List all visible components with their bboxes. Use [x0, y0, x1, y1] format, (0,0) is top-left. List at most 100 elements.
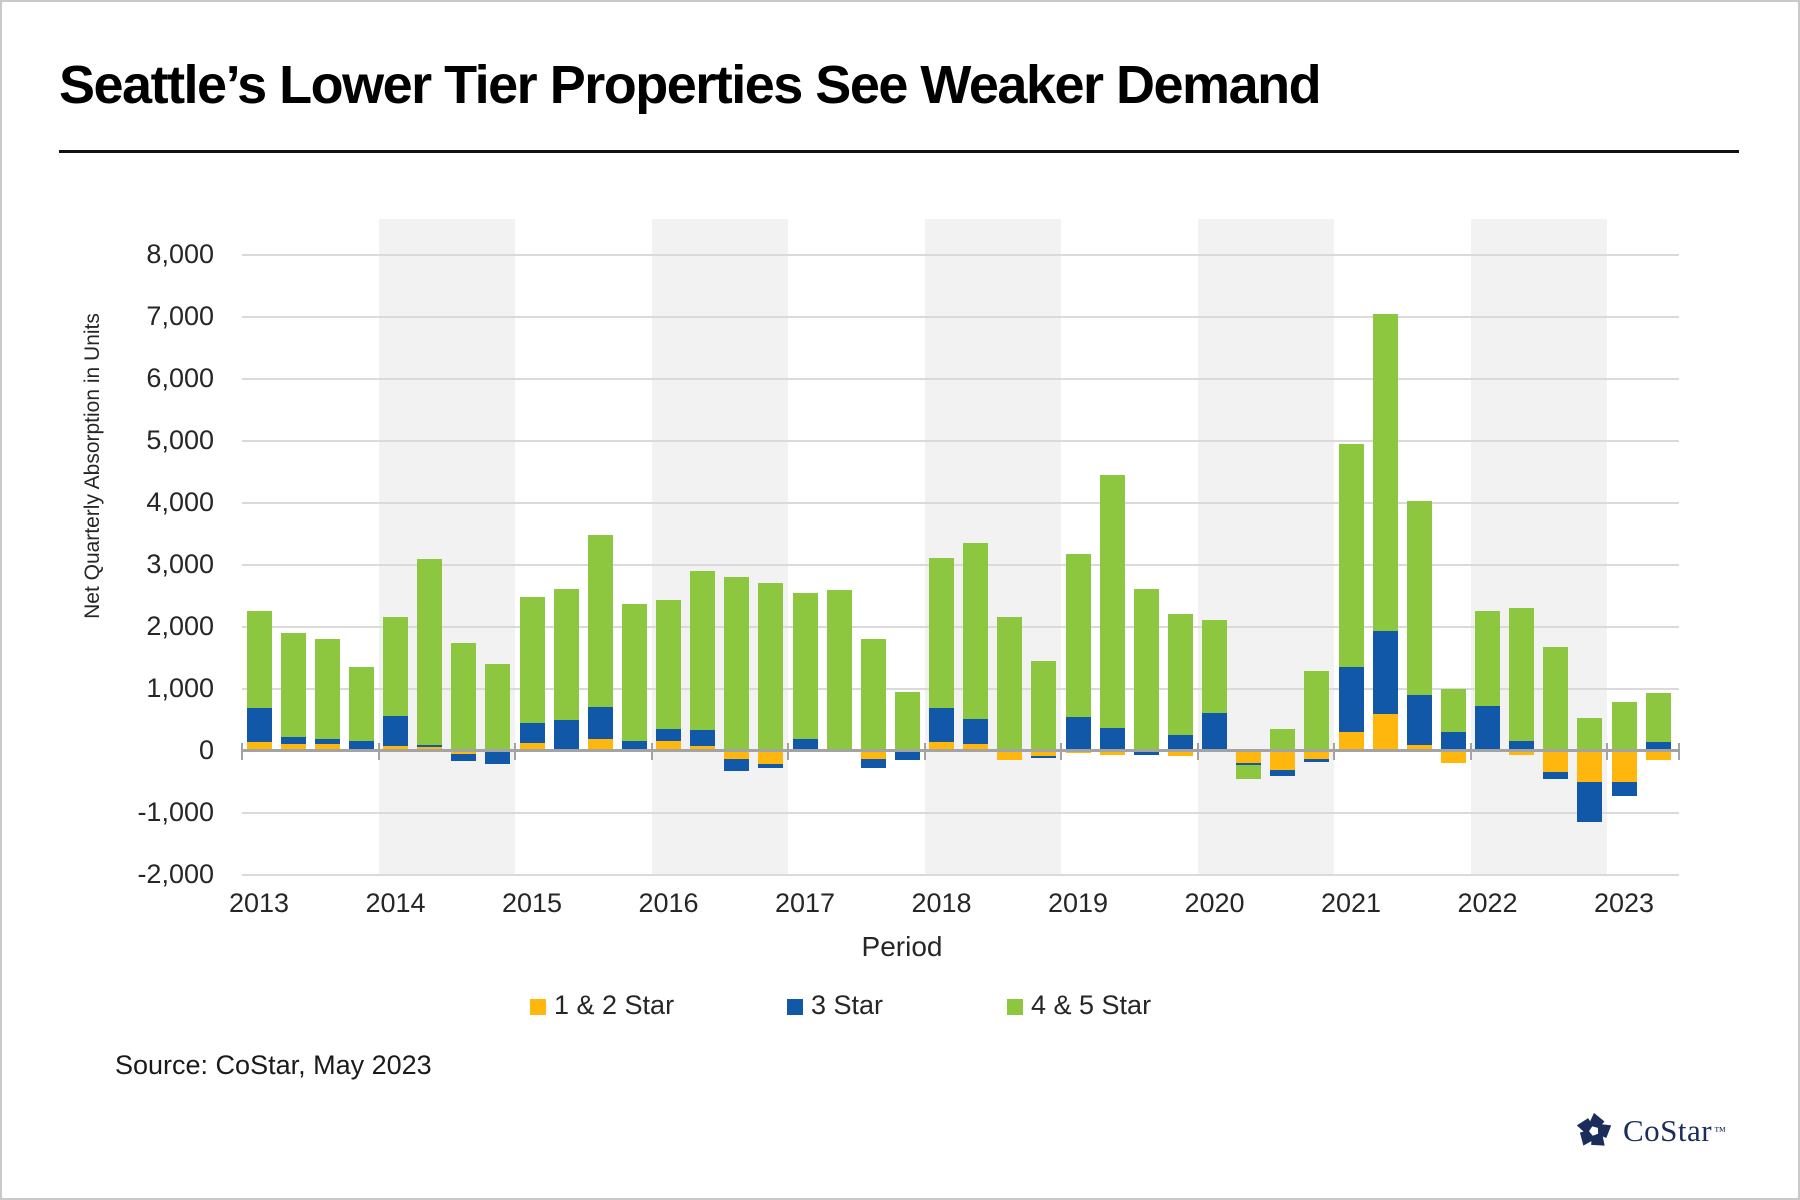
gridline-2000 — [242, 625, 1679, 628]
bar-2023-Q2-4and5Star — [1645, 693, 1671, 743]
bar-2014-Q2-4and5Star — [417, 558, 443, 745]
bar-2022-Q4-4and5Star — [1577, 717, 1603, 751]
x-tick-label-2020: 2020 — [1184, 888, 1245, 918]
bar-2022-Q3-1and2Star — [1543, 750, 1569, 772]
bar-2021-Q3-1and2Star — [1406, 744, 1432, 751]
source-note: Source: CoStar, May 2023 — [115, 1050, 432, 1080]
year-band-2014 — [378, 219, 515, 875]
year-band-2020 — [1197, 219, 1334, 875]
x-tick-label-2013: 2013 — [228, 888, 290, 918]
bar-2016-Q2-1and2Star — [690, 745, 716, 751]
x-tick-label-2014: 2014 — [365, 888, 426, 918]
bar-2014-Q3-4and5Star — [451, 642, 477, 751]
bar-2020-Q2-4and5Star — [1236, 765, 1262, 779]
y-tick-label: 0 — [198, 734, 214, 765]
bar-2019-Q3-3Star — [1133, 750, 1159, 755]
x-axis-tick — [923, 742, 926, 760]
bar-2019-Q2-4and5Star — [1099, 474, 1125, 728]
bar-2016-Q3-1and2Star — [724, 750, 750, 760]
x-axis-tick — [1196, 742, 1199, 760]
gridline-1000 — [242, 687, 1679, 690]
gridline--2000 — [242, 873, 1679, 876]
bar-2020-Q4-3Star — [1304, 759, 1330, 762]
bar-2021-Q1-3Star — [1338, 667, 1364, 732]
bar-2022-Q3-3Star — [1543, 771, 1569, 780]
bar-2019-Q4-3Star — [1167, 735, 1193, 751]
bar-2015-Q4-4and5Star — [621, 604, 647, 741]
x-tick-label-2019: 2019 — [1047, 888, 1109, 918]
bar-2016-Q4-3Star — [758, 764, 784, 768]
bar-2019-Q3-4and5Star — [1133, 588, 1159, 749]
bar-2021-Q2-1and2Star — [1372, 714, 1398, 751]
legend-swatch-icon — [1007, 999, 1023, 1015]
bar-2018-Q2-4and5Star — [963, 542, 989, 720]
bar-2023-Q2-3Star — [1645, 742, 1671, 751]
bar-2022-Q1-3Star — [1475, 706, 1500, 751]
y-tick-label: 7,000 — [146, 300, 214, 331]
x-tick-label-2017: 2017 — [774, 888, 836, 918]
gridline-8000 — [242, 253, 1679, 256]
bar-2018-Q3-1and2Star — [997, 750, 1023, 760]
bar-2013-Q3-1and2Star — [314, 744, 340, 751]
legend-item-1and2Star: 1 & 2 Star — [530, 990, 674, 1021]
x-axis-tick — [1333, 742, 1335, 760]
bar-2015-Q1-1and2Star — [519, 743, 545, 751]
bar-2023-Q1-4and5Star — [1611, 702, 1637, 751]
legend-swatch-icon — [530, 999, 546, 1015]
bar-2022-Q4-1and2Star — [1577, 750, 1603, 782]
gridline-3000 — [242, 563, 1679, 566]
gridline-4000 — [242, 501, 1679, 504]
bar-2014-Q1-1and2Star — [383, 746, 408, 751]
bar-2019-Q4-4and5Star — [1167, 614, 1193, 735]
bar-2020-Q3-3Star — [1270, 769, 1296, 777]
x-axis-tick — [1060, 742, 1062, 760]
zero-axis-line — [242, 749, 1679, 752]
bar-2022-Q2-4and5Star — [1509, 608, 1535, 741]
x-axis-tick — [650, 742, 653, 760]
x-tick-label-2018: 2018 — [911, 888, 972, 918]
bar-2014-Q1-4and5Star — [383, 617, 408, 716]
bar-2017-Q1-3Star — [792, 739, 818, 749]
legend-item-3Star: 3 Star — [787, 990, 883, 1021]
x-tick-label-2023: 2023 — [1593, 888, 1655, 918]
x-tick-label-2015: 2015 — [501, 888, 563, 918]
bar-2018-Q4-3Star — [1031, 756, 1057, 759]
bar-2021-Q3-4and5Star — [1406, 500, 1432, 696]
bar-2016-Q3-4and5Star — [724, 576, 750, 751]
bar-2015-Q4-3Star — [621, 740, 647, 750]
bar-2018-Q4-4and5Star — [1031, 660, 1057, 751]
bar-2021-Q2-4and5Star — [1372, 314, 1398, 632]
gridline-6000 — [242, 377, 1679, 380]
bar-2017-Q3-1and2Star — [860, 750, 886, 759]
bar-2015-Q2-4and5Star — [553, 589, 579, 720]
costar-logo-text: CoStar — [1623, 1113, 1713, 1148]
costar-logo: CoStar ™ — [1574, 1110, 1726, 1152]
bar-2018-Q4-1and2Star — [1031, 750, 1057, 757]
x-tick-label-2021: 2021 — [1320, 888, 1382, 918]
bar-2014-Q4-4and5Star — [485, 663, 511, 751]
bar-2020-Q1-4and5Star — [1202, 620, 1227, 713]
bar-2023-Q1-3Star — [1611, 781, 1637, 796]
bar-2014-Q3-1and2Star — [451, 750, 477, 755]
bar-2017-Q2-4and5Star — [826, 589, 852, 749]
bar-2021-Q2-3Star — [1372, 631, 1398, 715]
y-tick-label: 3,000 — [146, 548, 214, 579]
bar-2020-Q3-4and5Star — [1270, 729, 1296, 751]
gridline-7000 — [242, 315, 1679, 318]
bar-2021-Q4-3Star — [1440, 731, 1466, 751]
bar-2015-Q1-4and5Star — [519, 596, 545, 723]
costar-pinwheel-icon — [1576, 1112, 1612, 1146]
bar-2021-Q1-1and2Star — [1338, 731, 1364, 751]
bar-2017-Q3-3Star — [860, 758, 886, 768]
bar-2016-Q4-1and2Star — [758, 750, 784, 765]
bar-2022-Q1-4and5Star — [1475, 611, 1500, 707]
bar-2021-Q3-3Star — [1406, 695, 1432, 745]
bar-2015-Q3-1and2Star — [587, 739, 613, 751]
bar-2018-Q3-4and5Star — [997, 616, 1023, 749]
y-tick-label: 1,000 — [146, 672, 214, 703]
bar-2013-Q2-4and5Star — [280, 632, 306, 738]
page-title: Seattle’s Lower Tier Properties See Weak… — [59, 55, 1322, 115]
x-axis-tick — [1469, 742, 1472, 760]
